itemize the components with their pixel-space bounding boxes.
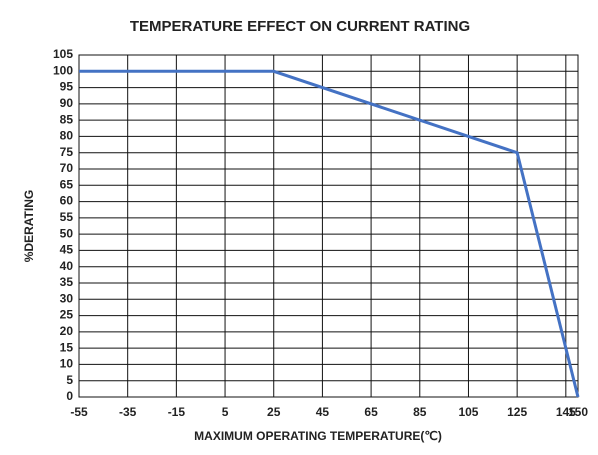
y-tick-label: 70 xyxy=(60,161,74,175)
y-tick-label: 105 xyxy=(53,47,73,61)
y-tick-label: 100 xyxy=(53,63,73,77)
x-tick-label: 150 xyxy=(568,405,588,419)
x-tick-label: 145 xyxy=(556,405,576,419)
x-tick-label: 105 xyxy=(458,405,478,419)
y-tick-label: 10 xyxy=(60,357,74,371)
x-axis-label: MAXIMUM OPERATING TEMPERATURE(℃) xyxy=(194,429,442,443)
y-tick-label: 35 xyxy=(60,275,74,289)
y-tick-label: 90 xyxy=(60,96,74,110)
y-tick-label: 20 xyxy=(60,324,74,338)
x-tick-label: 65 xyxy=(364,405,378,419)
x-tick-label: 45 xyxy=(316,405,330,419)
x-tick-label: -55 xyxy=(70,405,88,419)
y-tick-label: 95 xyxy=(60,80,74,94)
y-tick-label: 85 xyxy=(60,112,74,126)
y-tick-label: 25 xyxy=(60,308,74,322)
x-tick-label: 85 xyxy=(413,405,427,419)
y-tick-label: 45 xyxy=(60,243,74,257)
x-tick-label: -35 xyxy=(119,405,137,419)
y-tick-label: 60 xyxy=(60,194,74,208)
x-tick-label: 125 xyxy=(507,405,527,419)
y-tick-label: 80 xyxy=(60,129,74,143)
data-line xyxy=(79,69,580,398)
y-axis-label: %DERATING xyxy=(22,190,36,262)
x-tick-label: 25 xyxy=(267,405,281,419)
y-tick-label: 50 xyxy=(60,226,74,240)
x-tick-label: 5 xyxy=(222,405,229,419)
y-tick-label: 0 xyxy=(66,389,73,403)
plot-frame xyxy=(78,54,579,398)
y-tick-label: 75 xyxy=(60,145,74,159)
y-tick-label: 30 xyxy=(60,291,74,305)
y-tick-label: 15 xyxy=(60,340,74,354)
y-tick-label: 55 xyxy=(60,210,74,224)
y-tick-label: 65 xyxy=(60,177,74,191)
y-tick-label: 40 xyxy=(60,259,74,273)
chart-title: TEMPERATURE EFFECT ON CURRENT RATING xyxy=(130,18,470,35)
x-tick-label: -15 xyxy=(168,405,186,419)
y-tick-label: 5 xyxy=(66,373,73,387)
